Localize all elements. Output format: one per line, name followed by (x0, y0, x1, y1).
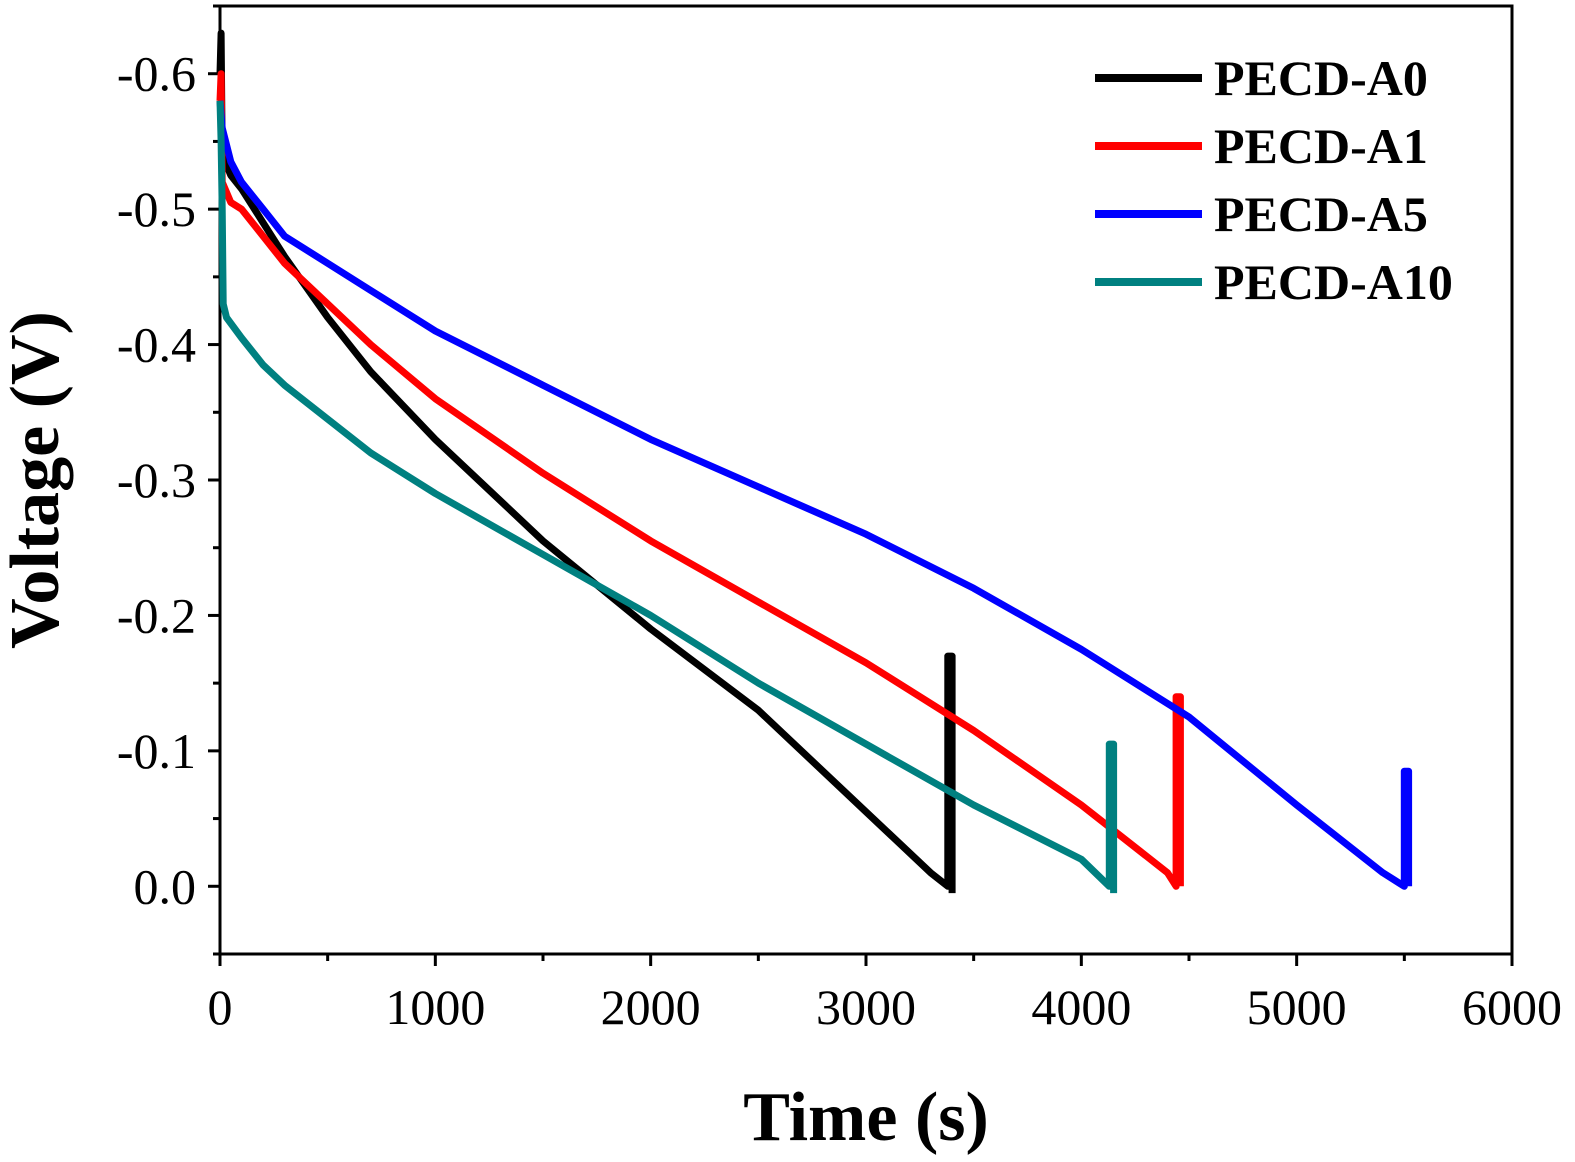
x-axis-ticks: 0 1000 2000 3000 4000 5000 6000 (208, 954, 1562, 1035)
y-tick-label: -0.1 (117, 723, 196, 779)
y-axis-title: Voltage (V) (0, 311, 74, 649)
series-line-pecd-a10 (216, 100, 1118, 894)
legend-label-pecd-a0: PECD-A0 (1214, 50, 1428, 106)
x-tick-label: 1000 (385, 979, 485, 1035)
x-tick-label: 5000 (1247, 979, 1347, 1035)
x-axis-title: Time (s) (743, 1079, 989, 1156)
x-tick-label: 3000 (816, 979, 916, 1035)
y-tick-label: -0.3 (117, 452, 196, 508)
legend-label-pecd-a1: PECD-A1 (1214, 118, 1428, 174)
series-layer (216, 29, 1413, 894)
y-tick-label: -0.4 (117, 317, 196, 373)
y-tick-label: -0.5 (117, 181, 196, 237)
y-tick-label: -0.6 (117, 46, 196, 102)
series-line-pecd-a1 (216, 70, 1184, 890)
series-line-pecd-a0 (216, 29, 956, 894)
x-tick-label: 2000 (601, 979, 701, 1035)
x-tick-label: 0 (208, 979, 233, 1035)
x-tick-label: 4000 (1031, 979, 1131, 1035)
legend-label-pecd-a10: PECD-A10 (1214, 254, 1453, 310)
y-tick-label: -0.2 (117, 587, 196, 643)
y-tick-label: 0.0 (134, 858, 197, 914)
series-line-pecd-a5 (216, 100, 1413, 890)
legend: PECD-A0 PECD-A1 PECD-A5 PECD-A10 (1095, 50, 1453, 310)
legend-label-pecd-a5: PECD-A5 (1214, 186, 1428, 242)
y-axis-ticks: 0.0 -0.1 -0.2 -0.3 -0.4 -0.5 -0.6 (117, 4, 220, 956)
x-tick-label: 6000 (1462, 979, 1562, 1035)
